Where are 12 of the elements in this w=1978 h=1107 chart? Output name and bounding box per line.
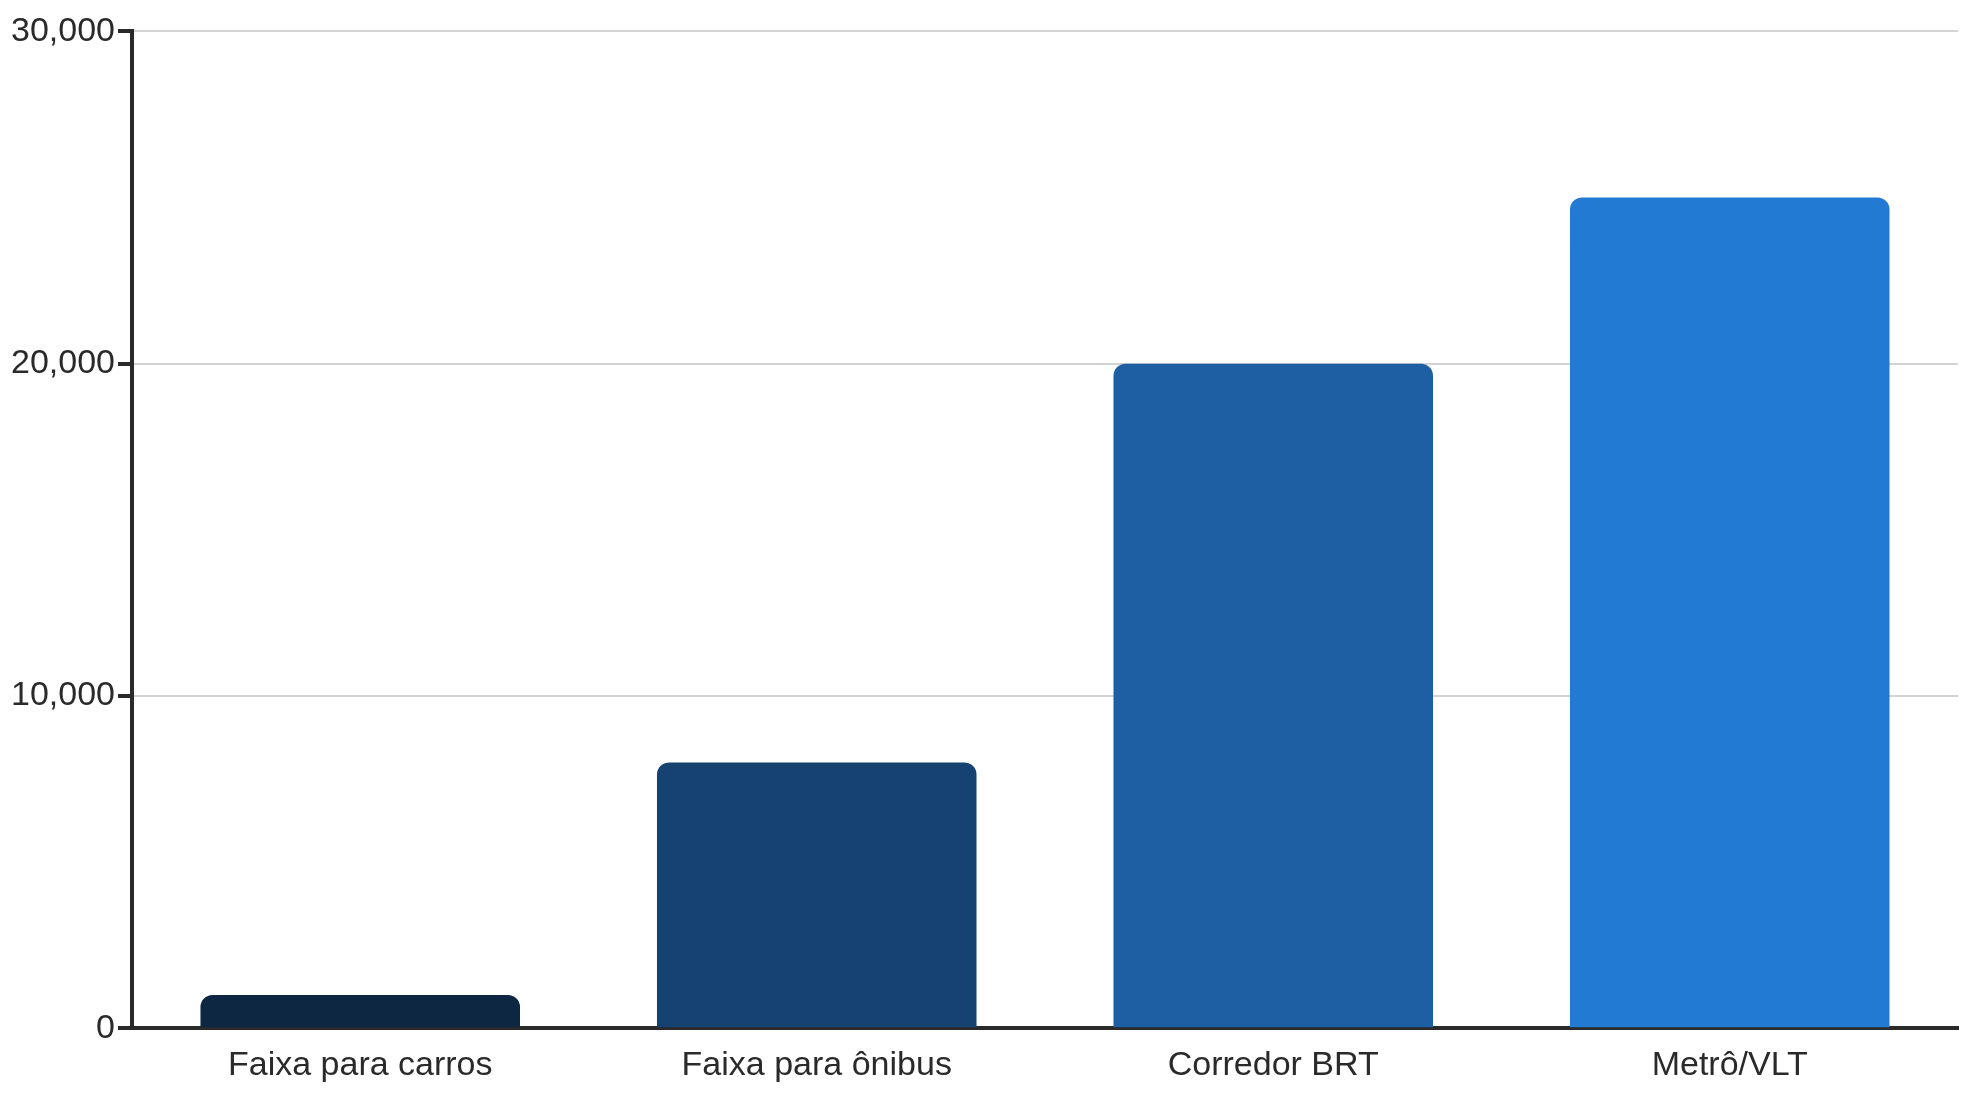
bar xyxy=(1569,197,1890,1028)
x-tick-label: Metrô/VLT xyxy=(1651,1043,1808,1082)
x-tick-label: Corredor BRT xyxy=(1167,1043,1379,1082)
y-tick-label: 10,000 xyxy=(10,674,115,713)
bar xyxy=(200,994,521,1028)
y-tick-label: 0 xyxy=(96,1006,115,1045)
y-tick-label: 20,000 xyxy=(10,342,115,381)
x-tick-label: Faixa para ônibus xyxy=(681,1043,952,1082)
bar xyxy=(1113,363,1434,1028)
y-tick-label: 30,000 xyxy=(10,9,115,48)
x-tick-label: Faixa para carros xyxy=(227,1043,493,1082)
bar xyxy=(656,762,977,1028)
